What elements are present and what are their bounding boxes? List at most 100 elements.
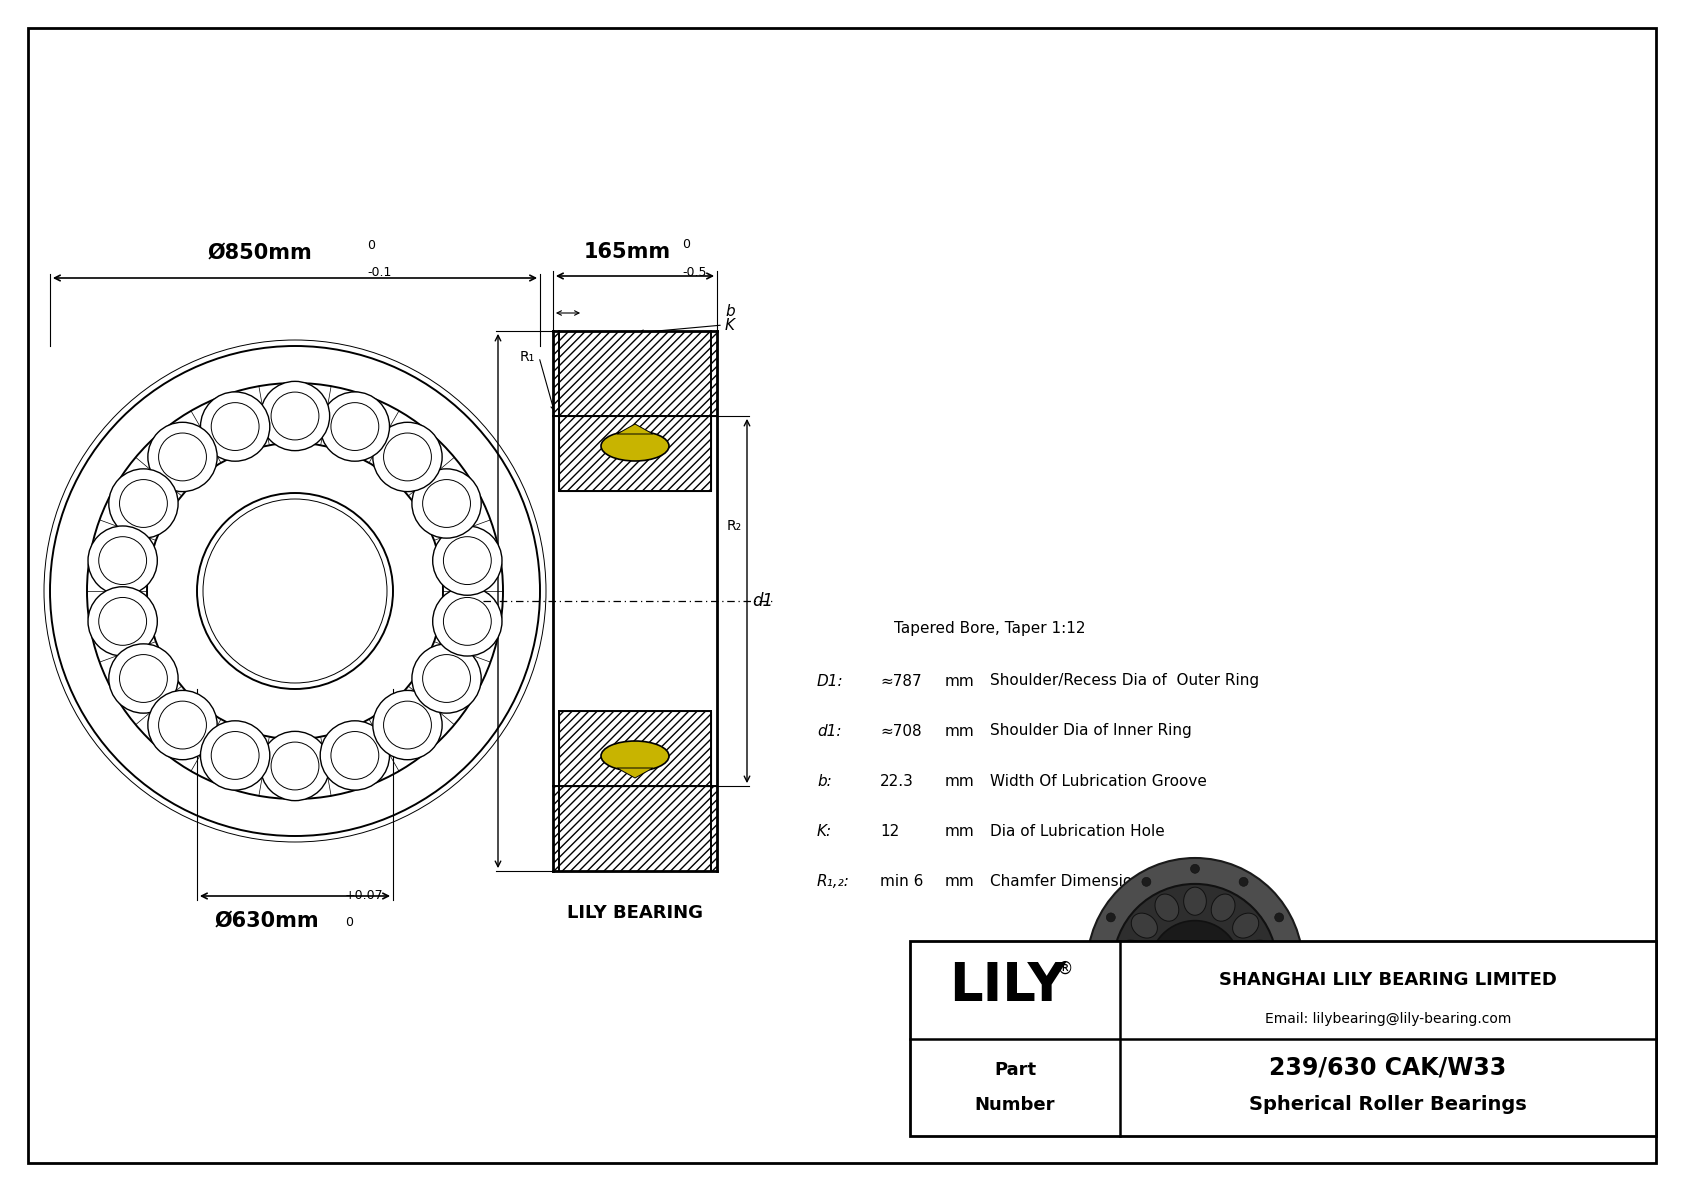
Circle shape [1239,878,1248,886]
Text: -0.1: -0.1 [367,266,391,279]
Text: Dia of Lubrication Hole: Dia of Lubrication Hole [990,823,1165,838]
Text: +0.07: +0.07 [345,888,384,902]
Ellipse shape [261,731,330,800]
Text: mm: mm [945,823,975,838]
Ellipse shape [433,526,502,596]
Polygon shape [616,424,653,434]
Text: b: b [726,304,734,318]
Ellipse shape [99,598,147,646]
Circle shape [1275,1010,1283,1019]
Text: K:: K: [817,823,832,838]
Ellipse shape [200,721,269,790]
Bar [552,786,717,871]
Ellipse shape [210,403,259,450]
Ellipse shape [320,721,389,790]
Text: LILY BEARING: LILY BEARING [568,904,702,922]
Text: mm: mm [945,773,975,788]
Circle shape [1106,1010,1115,1019]
Circle shape [1106,912,1115,922]
Ellipse shape [372,423,443,492]
Text: K: K [726,318,734,332]
Ellipse shape [423,655,470,703]
Bar [559,416,711,491]
Circle shape [1275,912,1283,922]
Text: mm: mm [945,673,975,688]
Polygon shape [616,768,653,778]
Text: R₂: R₂ [727,519,743,534]
Circle shape [1288,961,1297,971]
Circle shape [1142,1046,1150,1055]
Ellipse shape [200,392,269,461]
Text: mm: mm [945,873,975,888]
Text: mm: mm [945,723,975,738]
Ellipse shape [109,644,179,713]
Text: -0.5: -0.5 [682,266,707,279]
Circle shape [1093,961,1103,971]
Ellipse shape [1211,1011,1234,1037]
Text: ≈708: ≈708 [881,723,921,738]
Ellipse shape [320,392,389,461]
Text: Shoulder/Recess Dia of  Outer Ring: Shoulder/Recess Dia of Outer Ring [990,673,1260,688]
Text: Width Of Lubrication Groove: Width Of Lubrication Groove [990,773,1207,788]
Text: Tapered Bore, Taper 1:12: Tapered Bore, Taper 1:12 [894,621,1086,636]
Text: D1:: D1: [817,673,844,688]
Text: ®: ® [1058,960,1073,978]
Ellipse shape [1132,913,1157,939]
Text: R₁,₂:: R₁,₂: [817,873,850,888]
Text: Number: Number [975,1096,1056,1114]
Text: Email: lilybearing@lily-bearing.com: Email: lilybearing@lily-bearing.com [1265,1012,1511,1025]
Bar [552,331,717,416]
Bar [559,711,711,786]
Circle shape [1191,1059,1199,1067]
Circle shape [1150,921,1241,1011]
Ellipse shape [88,526,157,596]
Ellipse shape [413,469,482,538]
Ellipse shape [1184,1017,1206,1045]
Ellipse shape [271,742,318,790]
Text: 0: 0 [682,238,690,251]
Ellipse shape [1211,894,1234,921]
Ellipse shape [1244,969,1271,992]
Ellipse shape [261,381,330,450]
Ellipse shape [1132,994,1157,1018]
Text: d1: d1 [753,592,773,610]
Text: min 6: min 6 [881,873,923,888]
Text: 12: 12 [881,823,899,838]
Ellipse shape [443,537,492,585]
Ellipse shape [88,587,157,656]
Ellipse shape [120,655,167,703]
Ellipse shape [332,403,379,450]
Ellipse shape [601,741,669,771]
Ellipse shape [1118,940,1145,964]
Ellipse shape [413,644,482,713]
Ellipse shape [158,701,207,749]
Ellipse shape [120,480,167,528]
Ellipse shape [601,431,669,461]
Text: d1:: d1: [817,723,842,738]
Text: Shoulder Dia of Inner Ring: Shoulder Dia of Inner Ring [990,723,1192,738]
Text: Ø850mm: Ø850mm [207,243,312,263]
Text: 0: 0 [367,239,376,252]
Ellipse shape [423,480,470,528]
Text: Part: Part [994,1061,1036,1079]
Text: SHANGHAI LILY BEARING LIMITED: SHANGHAI LILY BEARING LIMITED [1219,971,1558,989]
Circle shape [1191,865,1199,873]
Bar [909,941,1655,1136]
Text: R₁: R₁ [520,350,536,364]
Ellipse shape [210,731,259,779]
Ellipse shape [1233,913,1258,939]
Ellipse shape [1233,994,1258,1018]
Circle shape [1239,1046,1248,1055]
Ellipse shape [148,423,217,492]
Ellipse shape [372,691,443,760]
Circle shape [1113,884,1276,1048]
Ellipse shape [1155,894,1179,921]
Ellipse shape [109,469,179,538]
Ellipse shape [148,691,217,760]
Ellipse shape [384,701,431,749]
Ellipse shape [1118,969,1145,992]
Text: D1: D1 [470,592,493,610]
Ellipse shape [1244,940,1271,964]
Text: b:: b: [817,773,832,788]
Ellipse shape [433,587,502,656]
